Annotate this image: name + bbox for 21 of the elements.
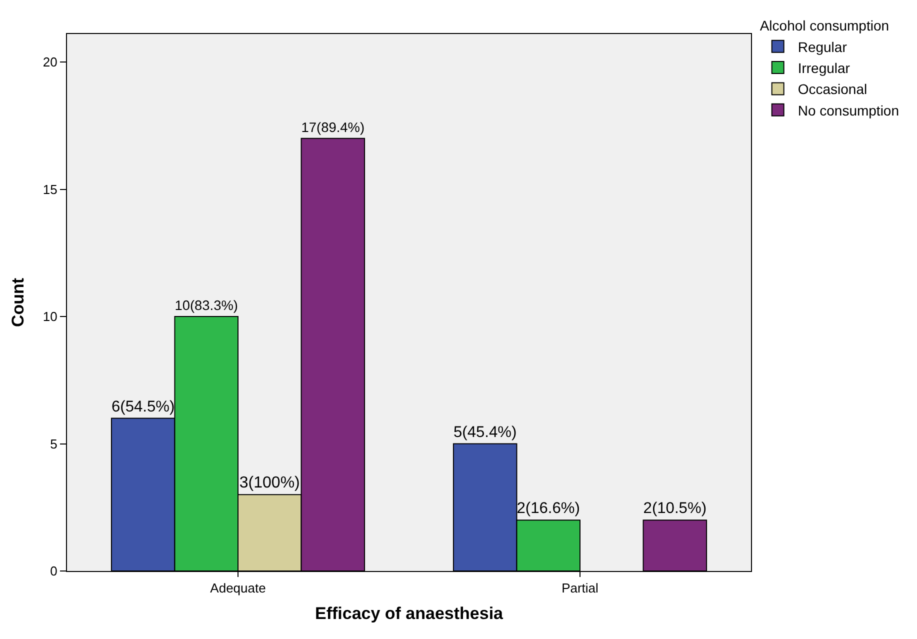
y-tick-label: 0	[50, 564, 58, 579]
legend-label: No consumption	[798, 102, 900, 118]
legend-label: Regular	[798, 38, 848, 55]
data-label: 10(83.3%)	[174, 298, 238, 314]
data-label: 2(16.6%)	[516, 500, 580, 518]
y-tick-label: 10	[42, 309, 58, 324]
legend-label: Irregular	[798, 60, 850, 76]
y-tick-label: 20	[42, 54, 58, 70]
y-tick-label: 5	[50, 436, 58, 452]
x-tick-label: Adequate	[210, 580, 266, 596]
y-tick-label: 15	[42, 182, 58, 197]
x-tick-label: Partial	[562, 580, 599, 596]
x-axis-title: Efficacy of anaesthesia	[314, 604, 504, 623]
data-label: 2(10.5%)	[643, 500, 707, 518]
data-label: 6(54.5%)	[111, 398, 175, 416]
data-label: 17(89.4%)	[301, 120, 365, 135]
legend-title: Alcohol consumption	[760, 18, 890, 34]
y-axis-title: Count	[8, 278, 28, 328]
legend-label: Occasional	[798, 81, 868, 98]
data-label: 3(100%)	[239, 474, 300, 492]
data-label: 5(45.4%)	[453, 424, 517, 441]
